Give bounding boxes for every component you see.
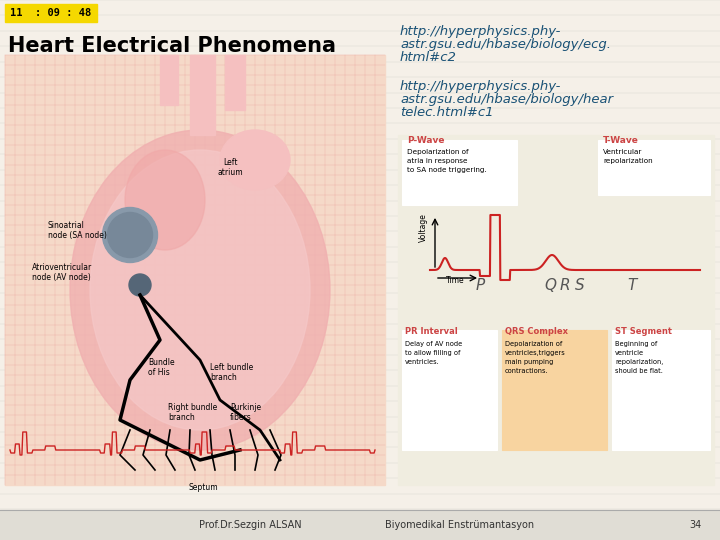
Text: contractions.: contractions. [505,368,549,374]
Text: 34: 34 [689,520,701,530]
Bar [0,510,720,540]
Text: ventricles,triggers: ventricles,triggers [505,350,566,356]
Text: Purkinje
fibers: Purkinje fibers [230,403,261,422]
Bar [502,330,607,450]
Text: Depolarization of: Depolarization of [505,341,562,347]
Text: main pumping: main pumping [505,359,554,365]
Text: R: R [559,278,570,293]
Text: P: P [475,278,485,293]
Bar [190,55,215,135]
Bar [402,330,497,450]
Text: repolarization,: repolarization, [615,359,663,365]
Bar [398,135,714,485]
Text: ST Segment: ST Segment [615,327,672,336]
Ellipse shape [102,207,158,262]
Ellipse shape [220,130,290,190]
Ellipse shape [70,130,330,450]
Text: http://hyperphysics.phy-: http://hyperphysics.phy- [400,25,562,38]
Text: repolarization: repolarization [603,158,652,164]
Text: atria in response: atria in response [407,158,467,164]
Text: QRS Complex: QRS Complex [505,327,568,336]
Text: S: S [575,278,585,293]
Text: P-Wave: P-Wave [407,136,444,145]
Text: Q: Q [544,278,556,293]
Text: telec.html#c1: telec.html#c1 [400,106,493,119]
Bar [5,55,385,485]
Text: to allow filling of: to allow filling of [405,350,460,356]
Text: PR Interval: PR Interval [405,327,458,336]
Text: Left bundle
branch: Left bundle branch [210,362,253,382]
Ellipse shape [90,150,310,430]
Text: Atrioventricular
node (AV node): Atrioventricular node (AV node) [32,262,92,282]
Text: Voltage: Voltage [419,213,428,242]
Text: 11  : 09 : 48: 11 : 09 : 48 [10,8,91,18]
Text: Left
atrium: Left atrium [217,158,243,177]
Bar [160,55,178,105]
Text: Right bundle
branch: Right bundle branch [168,403,217,422]
Text: ventricles.: ventricles. [405,359,440,365]
Text: should be flat.: should be flat. [615,368,663,374]
Bar [402,140,517,205]
Text: Depolarization of: Depolarization of [407,149,469,155]
Bar [5,4,97,22]
Bar [598,140,710,195]
Text: T-Wave: T-Wave [603,136,639,145]
Text: astr.gsu.edu/hbase/biology/hear: astr.gsu.edu/hbase/biology/hear [400,93,613,106]
Text: http://hyperphysics.phy-: http://hyperphysics.phy- [400,80,562,93]
Text: html#c2: html#c2 [400,51,457,64]
Text: T: T [627,278,636,293]
Bar [612,330,710,450]
Text: ventricle: ventricle [615,350,644,356]
Text: Ventricular: Ventricular [603,149,642,155]
Text: Septum: Septum [188,483,218,492]
Text: Heart Electrical Phenomena: Heart Electrical Phenomena [8,36,336,56]
Text: to SA node triggering.: to SA node triggering. [407,167,487,173]
Text: Delay of AV node: Delay of AV node [405,341,462,347]
Ellipse shape [125,150,205,250]
Bar [225,55,245,110]
Text: Prof.Dr.Sezgin ALSAN: Prof.Dr.Sezgin ALSAN [199,520,301,530]
Text: Biyomedikal Enstrümantasyon: Biyomedikal Enstrümantasyon [385,520,534,530]
Ellipse shape [107,213,153,258]
Text: astr.gsu.edu/hbase/biology/ecg.: astr.gsu.edu/hbase/biology/ecg. [400,38,611,51]
Text: Bundle
of His: Bundle of His [148,357,175,377]
Text: Time: Time [446,276,464,285]
Text: Beginning of: Beginning of [615,341,657,347]
Ellipse shape [129,274,151,296]
Text: Sinoatrial
node (SA node): Sinoatrial node (SA node) [48,221,107,240]
